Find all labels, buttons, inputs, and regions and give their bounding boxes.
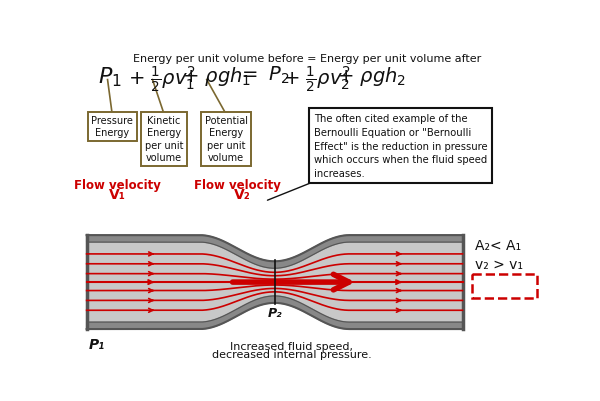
FancyBboxPatch shape [472, 274, 537, 298]
Text: $+\ \frac{1}{2}\rho\mathit{v}_2^2$: $+\ \frac{1}{2}\rho\mathit{v}_2^2$ [283, 65, 350, 95]
Text: v₂ > v₁: v₂ > v₁ [475, 257, 523, 271]
Text: $+\ \rho\mathit{gh}_2$: $+\ \rho\mathit{gh}_2$ [337, 65, 406, 88]
Text: $=\ \mathit{P}_2$: $=\ \mathit{P}_2$ [238, 65, 289, 86]
Polygon shape [86, 243, 463, 322]
Polygon shape [86, 235, 463, 269]
Text: Flow velocity: Flow velocity [194, 179, 281, 192]
Text: P₂ < P₁!: P₂ < P₁! [472, 279, 537, 294]
Text: V₂: V₂ [234, 188, 251, 202]
Text: Pressure
Energy: Pressure Energy [91, 116, 133, 138]
Polygon shape [86, 296, 463, 329]
Text: Flow velocity: Flow velocity [74, 179, 161, 192]
Text: Increased fluid speed,: Increased fluid speed, [230, 342, 353, 352]
Text: V₁: V₁ [109, 188, 126, 202]
Text: $+\ \rho\mathit{gh}_1$: $+\ \rho\mathit{gh}_1$ [182, 65, 251, 88]
Text: P₂: P₂ [268, 306, 283, 319]
Text: $+\ \frac{1}{2}\rho\mathit{v}_1^2$: $+\ \frac{1}{2}\rho\mathit{v}_1^2$ [128, 65, 196, 95]
Text: Potential
Energy
per unit
volume: Potential Energy per unit volume [205, 116, 248, 163]
Text: Energy per unit volume before = Energy per unit volume after: Energy per unit volume before = Energy p… [133, 54, 482, 64]
Text: The often cited example of the
Bernoulli Equation or "Bernoulli
Effect" is the r: The often cited example of the Bernoulli… [314, 114, 487, 178]
Text: Kinetic
Energy
per unit
volume: Kinetic Energy per unit volume [145, 116, 184, 163]
Text: $\mathit{P}_1$: $\mathit{P}_1$ [98, 65, 122, 89]
Text: A₂< A₁: A₂< A₁ [475, 239, 521, 253]
Text: decreased internal pressure.: decreased internal pressure. [212, 349, 372, 359]
Text: P₁: P₁ [89, 338, 105, 352]
